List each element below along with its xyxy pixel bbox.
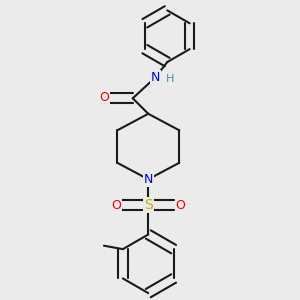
Text: H: H xyxy=(166,74,174,84)
Text: N: N xyxy=(144,173,153,186)
Text: N: N xyxy=(151,71,160,84)
Text: O: O xyxy=(176,199,185,212)
Text: O: O xyxy=(111,199,121,212)
Text: S: S xyxy=(144,198,153,212)
Text: O: O xyxy=(99,91,109,104)
